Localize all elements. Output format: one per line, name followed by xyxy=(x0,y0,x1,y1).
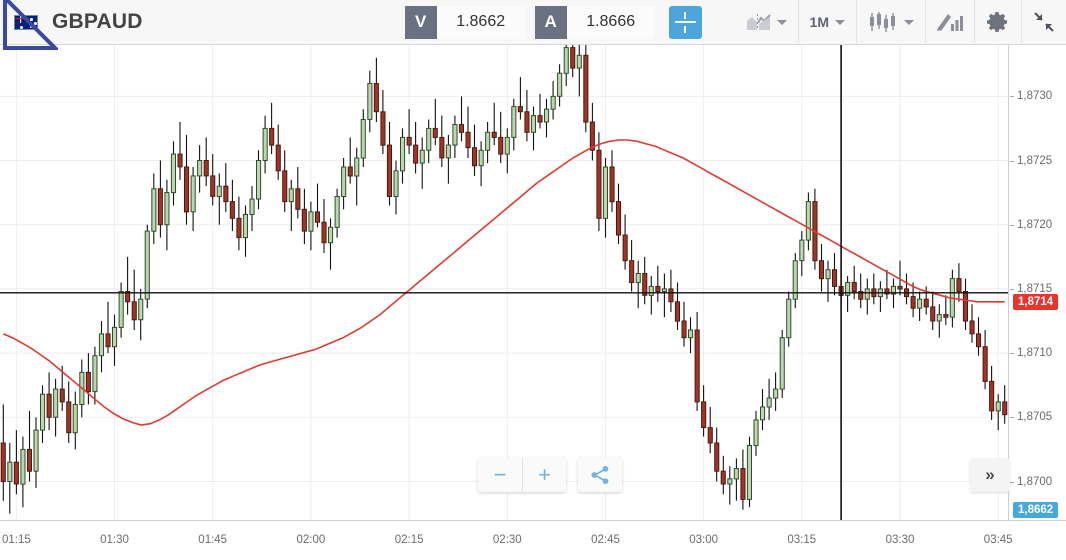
chart-header-toolbar: GBPAUD V 1.8662 A 1.8666 xyxy=(0,0,1066,45)
time-tick-label: 02:15 xyxy=(394,534,424,546)
time-tick-label: 02:30 xyxy=(492,534,522,546)
chart-plot-area[interactable] xyxy=(0,45,1008,520)
fullscreen-exit-button[interactable] xyxy=(1021,0,1066,45)
settings-gear-icon xyxy=(987,12,1007,32)
price-tick-label: 1,8700 xyxy=(1009,475,1053,488)
settings-button[interactable] xyxy=(974,0,1021,45)
zoom-controls: − + xyxy=(478,458,566,492)
zoom-out-button[interactable]: − xyxy=(493,462,507,487)
scroll-to-latest-button[interactable]: » xyxy=(970,458,1010,492)
time-tick-label: 03:15 xyxy=(787,534,817,546)
price-tick-label: 1,8725 xyxy=(1009,154,1053,167)
timeframe-selector[interactable]: 1M xyxy=(797,0,856,45)
ask-badge: A xyxy=(534,5,567,39)
time-tick-label: 01:15 xyxy=(2,534,31,546)
time-tick-label: 01:30 xyxy=(100,534,129,546)
chevron-down-icon xyxy=(776,19,787,25)
candlestick-plot xyxy=(0,45,1008,520)
share-button[interactable] xyxy=(578,458,622,492)
bid-quote[interactable]: V 1.8662 xyxy=(404,5,525,39)
toolbar-right: 1M xyxy=(736,0,1066,45)
price-tick-label: 1,8730 xyxy=(1009,90,1053,103)
price-tick-label: 1,8715 xyxy=(1009,282,1053,295)
bid-value: 1.8662 xyxy=(436,5,525,39)
price-tick-label: 1,8705 xyxy=(1009,411,1053,424)
indicators-button[interactable] xyxy=(925,0,974,45)
candle-style-icon xyxy=(870,12,895,32)
bid-badge: V xyxy=(404,5,437,39)
bid-price-tag: 1,8662 xyxy=(1013,502,1059,518)
timeframe-label: 1M xyxy=(809,14,829,30)
time-tick-label: 03:45 xyxy=(983,534,1013,546)
quote-panel: V 1.8662 A 1.8666 xyxy=(404,5,702,39)
symbol-block: GBPAUD xyxy=(0,10,143,34)
time-tick-label: 02:00 xyxy=(296,534,326,546)
time-tick-label: 02:45 xyxy=(591,534,620,546)
ask-quote[interactable]: A 1.8666 xyxy=(534,5,655,39)
candle-style-button[interactable] xyxy=(856,0,925,45)
price-tick-label: 1,8710 xyxy=(1009,347,1053,360)
share-icon xyxy=(591,465,609,485)
time-tick-label: 03:00 xyxy=(689,534,718,546)
chevron-down-icon xyxy=(835,19,845,25)
indicators-icon xyxy=(937,14,963,31)
crosshair-icon[interactable] xyxy=(668,5,702,39)
chart-type-button[interactable] xyxy=(736,0,798,45)
fullscreen-exit-icon xyxy=(1034,12,1054,32)
chevron-down-icon xyxy=(904,19,914,25)
last-price-tag: 1,8714 xyxy=(1013,293,1059,310)
time-tick-label: 03:30 xyxy=(885,534,915,546)
chart-type-icon xyxy=(746,14,771,30)
time-axis[interactable]: 01:15 01:30 01:45 02:00 02:15 02:30 02:45 03:00… xyxy=(0,520,1066,560)
time-tick-label: 01:45 xyxy=(198,534,228,546)
australia-flag-icon xyxy=(14,14,38,30)
price-axis[interactable]: 1,8730 1,8725 1,8720 1,8715 1,8710 1,8705 1,87… xyxy=(1008,45,1066,520)
price-tick-label: 1,8720 xyxy=(1009,218,1053,231)
page-title: GBPAUD xyxy=(52,10,143,33)
ask-value: 1.8666 xyxy=(566,5,655,39)
zoom-in-button[interactable]: + xyxy=(522,458,566,492)
